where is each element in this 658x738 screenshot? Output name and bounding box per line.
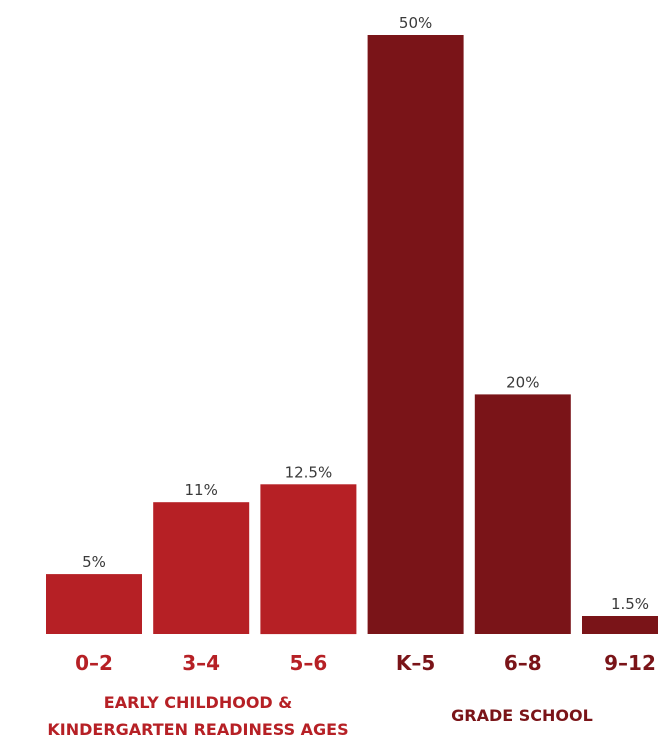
group-labels-layer: EARLY CHILDHOOD & KINDERGARTEN READINESS … (47, 693, 592, 738)
bars-layer (46, 35, 658, 635)
category-label-5: 9–12 (604, 651, 656, 675)
value-label-4: 20% (506, 373, 539, 391)
group-label-1-line-0: GRADE SCHOOL (451, 706, 593, 725)
category-label-3: K–5 (396, 651, 435, 675)
bar-2 (260, 484, 357, 635)
value-label-3: 50% (399, 14, 432, 32)
value-label-0: 5% (82, 553, 106, 571)
category-label-2: 5–6 (289, 651, 327, 675)
group-label-0-line-0: EARLY CHILDHOOD & (104, 693, 293, 712)
bar-5 (582, 616, 658, 634)
bar-4 (474, 394, 571, 634)
bar-3 (367, 35, 464, 634)
bar-1 (153, 502, 250, 634)
category-label-4: 6–8 (504, 651, 542, 675)
category-label-0: 0–2 (75, 651, 113, 675)
category-label-1: 3–4 (182, 651, 220, 675)
bar-0 (46, 574, 142, 634)
category-labels-layer: 0–2 3–4 5–6 K–5 6–8 9–12 (75, 651, 656, 675)
value-label-1: 11% (185, 481, 218, 499)
group-label-0-line-1: KINDERGARTEN READINESS AGES (47, 720, 348, 738)
value-label-2: 12.5% (285, 463, 333, 481)
value-label-5: 1.5% (611, 595, 649, 613)
value-labels-layer: 5% 11% 12.5% 50% 20% 1.5% (82, 14, 649, 613)
